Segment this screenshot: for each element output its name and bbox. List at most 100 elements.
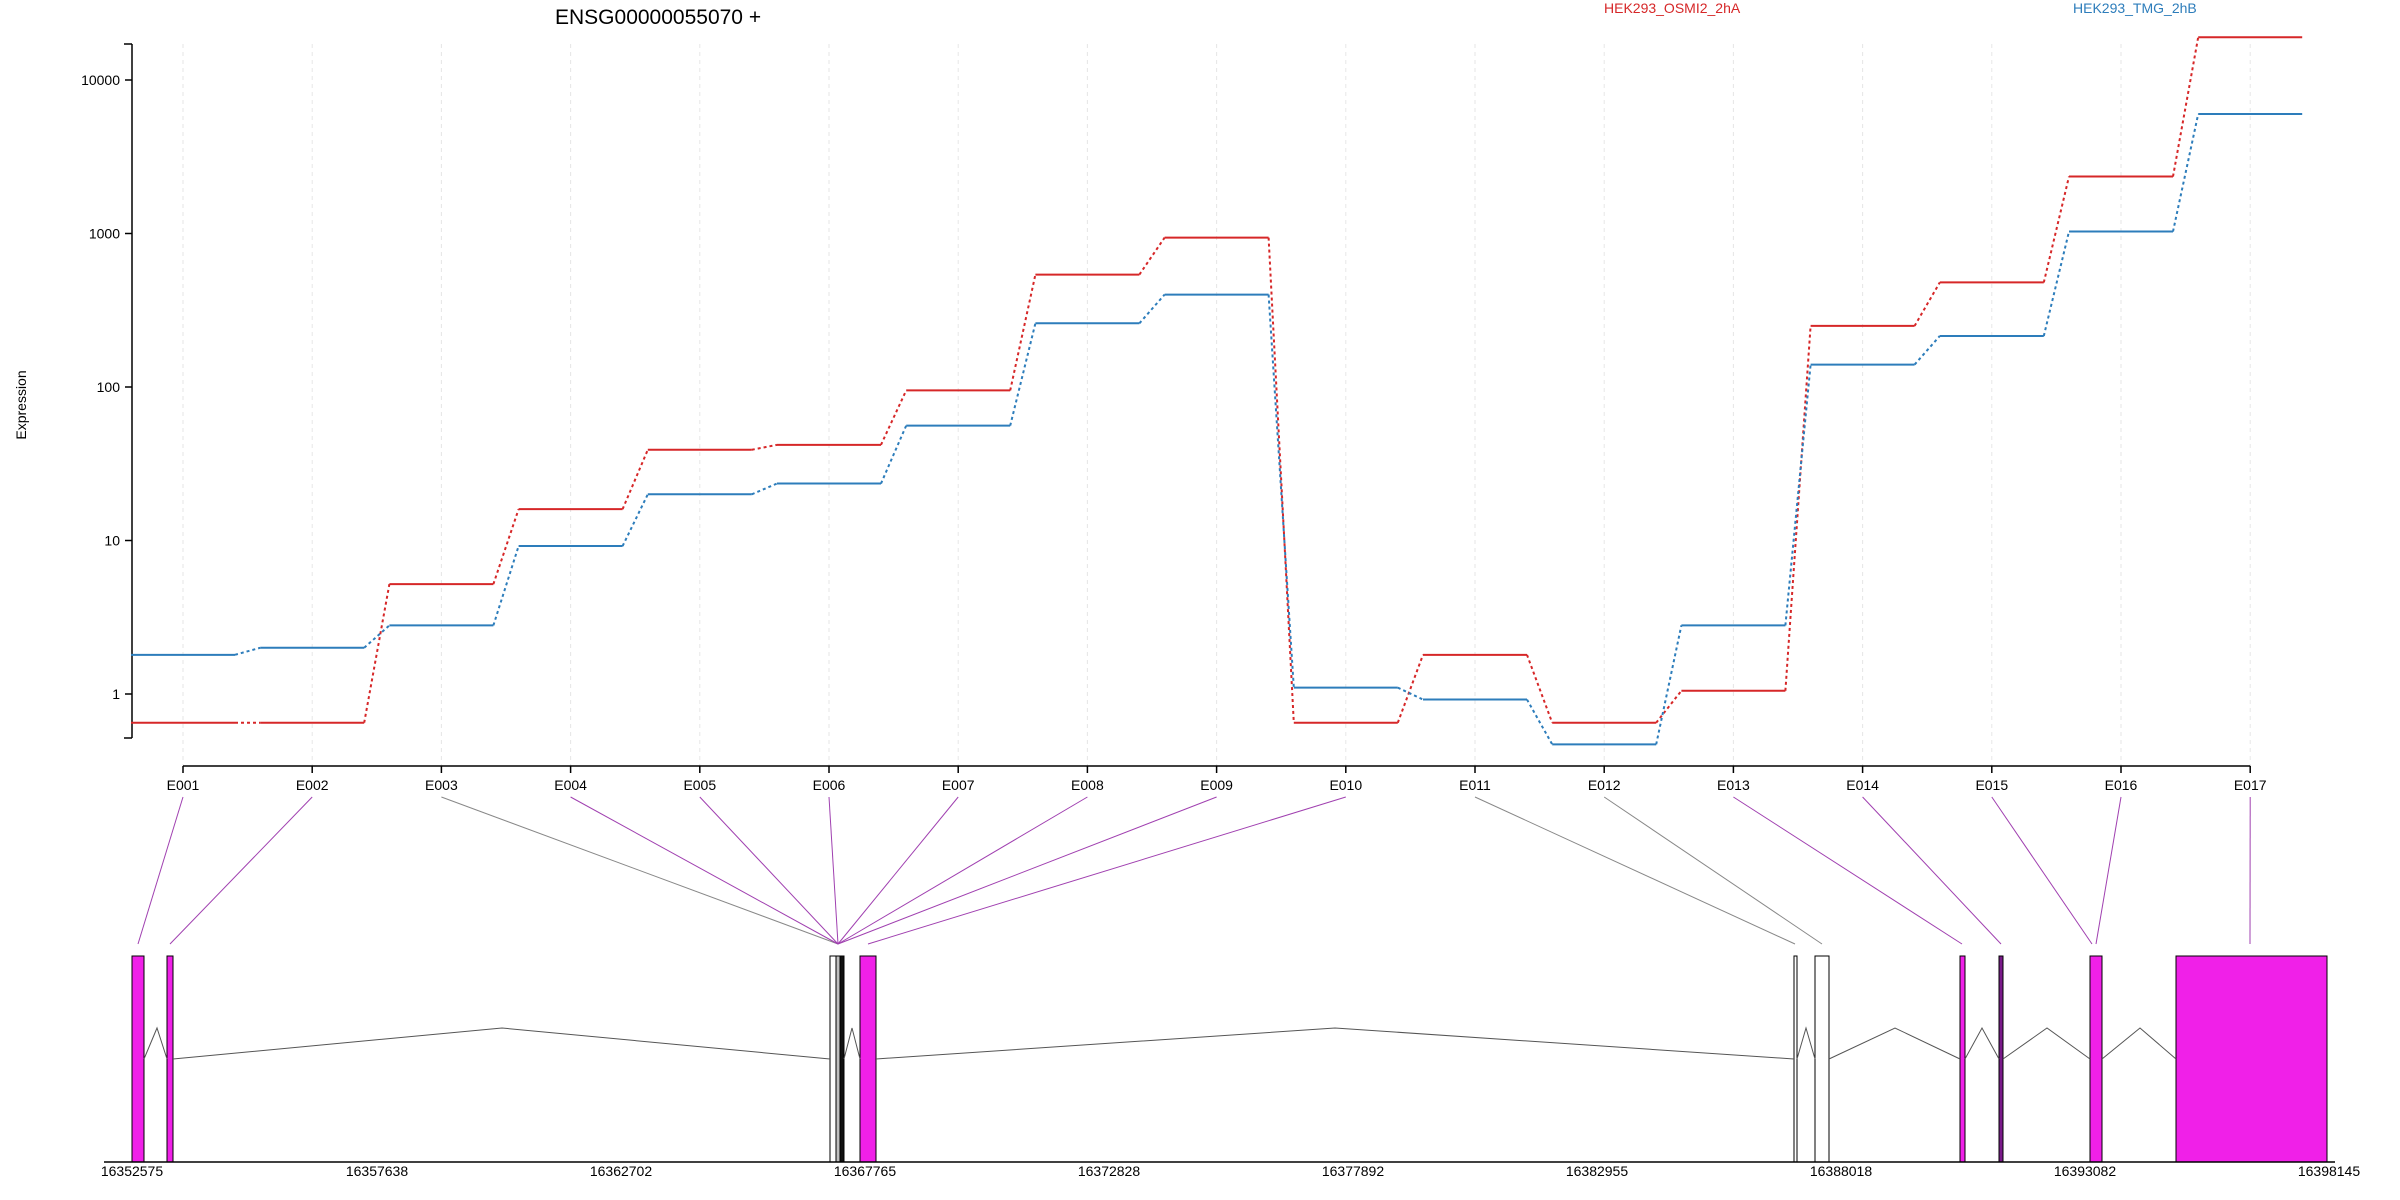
exon-box	[1814, 955, 1830, 1163]
x-tick-label: E006	[813, 777, 846, 793]
x-tick-label: E003	[425, 777, 458, 793]
axes: 1 10 100 1000 10000 E001 E002 E003 E004 E005 E006 E…	[81, 43, 2267, 793]
series-connector	[1138, 237, 1166, 276]
exon-box	[2089, 955, 2103, 1163]
coordinate-label: 16382955	[1566, 1163, 1629, 1179]
legend-series-2: HEK293_TMG_2hB	[2073, 0, 2197, 16]
chart-title: ENSG00000055070 +	[555, 6, 761, 29]
series-connector	[2042, 176, 2070, 283]
series-connector	[492, 508, 520, 585]
exon-links	[137, 796, 2251, 945]
series-lines	[131, 36, 2303, 746]
exon-link	[699, 796, 839, 945]
series-connector	[1913, 281, 1941, 327]
series-1	[131, 36, 2303, 724]
exon-box	[2175, 955, 2328, 1163]
series-connector	[1784, 325, 1812, 691]
exon-box	[1959, 955, 1966, 1163]
exon-box	[1793, 955, 1798, 1163]
series-connector	[1397, 686, 1424, 701]
exon-link	[837, 796, 1088, 945]
series-connector	[2172, 37, 2200, 177]
exon-link	[169, 796, 313, 945]
exon-link	[828, 796, 839, 945]
exon-link	[1862, 796, 2002, 945]
series-connector	[492, 545, 520, 626]
intron-line	[1828, 1027, 1961, 1060]
series-connector	[363, 583, 391, 723]
exon-box	[829, 955, 837, 1163]
x-tick-label: E002	[296, 777, 329, 793]
exon-link	[1603, 796, 1823, 945]
x-tick-label: E015	[1975, 777, 2008, 793]
series-connector	[2172, 113, 2200, 232]
intron-line	[172, 1027, 831, 1060]
exon-link	[137, 796, 184, 945]
series-connector	[1396, 654, 1424, 724]
intron-line	[143, 1026, 168, 1060]
y-tick-label: 10000	[81, 72, 120, 88]
gridlines	[182, 44, 2251, 766]
series-connector	[1913, 335, 1941, 366]
intron-line	[2101, 1027, 2177, 1060]
series-connector	[621, 449, 649, 510]
intron-line	[2002, 1027, 2091, 1060]
y-tick-label: 1000	[89, 226, 120, 242]
series-connector	[1655, 690, 1683, 724]
x-tick-label: E010	[1329, 777, 1362, 793]
series-connector	[1526, 654, 1554, 724]
x-tick-label: E012	[1588, 777, 1621, 793]
x-tick-label: E004	[554, 777, 587, 793]
y-tick-label: 10	[104, 533, 120, 549]
coordinate-label: 16362702	[590, 1163, 653, 1179]
exon-link	[837, 796, 959, 945]
exon-link	[1474, 796, 1796, 945]
exon-box	[839, 955, 845, 1163]
series-connector	[1009, 323, 1037, 426]
exon-link	[1991, 796, 2093, 945]
exon-box	[835, 955, 841, 1163]
series-connector	[1138, 293, 1166, 324]
series-connector	[751, 443, 778, 451]
coordinate-label: 16372828	[1078, 1163, 1141, 1179]
exon-link	[2095, 796, 2122, 945]
series-connector	[1784, 364, 1812, 626]
coordinate-label: 16388018	[1810, 1163, 1873, 1179]
coordinate-label: 16377892	[1322, 1163, 1385, 1179]
intron-line	[1964, 1026, 2000, 1060]
coordinate-label: 16367765	[834, 1163, 897, 1179]
series-connector	[363, 624, 391, 649]
x-tick-label: E016	[2105, 777, 2138, 793]
intron-line	[843, 1027, 861, 1060]
gene-model: 16352575 16357638 16362702 16367765 16372828…	[101, 955, 2361, 1179]
exon-box	[859, 955, 877, 1163]
exon-box	[131, 955, 145, 1163]
exon-link	[837, 796, 1217, 945]
intron-line	[1796, 1026, 1816, 1060]
exon-link	[1733, 796, 1963, 945]
series-connector	[751, 482, 778, 496]
series-connector	[1655, 625, 1683, 745]
x-tick-label: E005	[683, 777, 716, 793]
series-connector	[1526, 699, 1554, 745]
coordinate-label: 16398145	[2298, 1163, 2361, 1179]
exon-link	[570, 796, 839, 945]
series-connector	[2042, 231, 2070, 337]
x-tick-label: E014	[1846, 777, 1879, 793]
y-tick-label: 1	[112, 686, 120, 702]
series-connector	[880, 389, 908, 446]
series-connector	[880, 425, 908, 484]
series-connector	[234, 646, 261, 656]
exon-link	[867, 796, 1346, 945]
x-tick-label: E007	[942, 777, 975, 793]
x-tick-label: E017	[2234, 777, 2267, 793]
coordinate-label: 16393082	[2054, 1163, 2117, 1179]
exon-link	[441, 796, 839, 945]
intron-line	[875, 1027, 1795, 1060]
series-2	[131, 113, 2303, 746]
legend-series-1: HEK293_OSMI2_2hA	[1604, 0, 1741, 16]
x-tick-label: E013	[1717, 777, 1750, 793]
exon-box	[166, 955, 174, 1163]
x-tick-label: E011	[1459, 777, 1491, 793]
